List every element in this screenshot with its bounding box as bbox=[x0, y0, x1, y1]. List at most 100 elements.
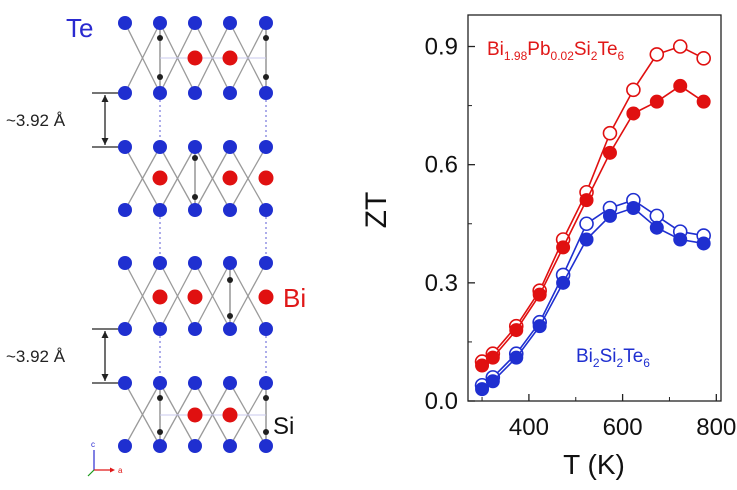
bi-atom bbox=[222, 170, 238, 186]
bi-atom bbox=[187, 289, 203, 305]
te-atom bbox=[153, 256, 167, 270]
data-point bbox=[602, 145, 617, 160]
data-point bbox=[673, 78, 688, 93]
te-atom bbox=[223, 322, 237, 336]
y-tick-label: 0.3 bbox=[425, 270, 458, 297]
bond-line bbox=[124, 22, 161, 94]
te-atom bbox=[223, 376, 237, 390]
bi-atom bbox=[258, 289, 274, 305]
data-point bbox=[626, 201, 641, 215]
si-atom bbox=[157, 35, 163, 41]
data-point bbox=[509, 323, 524, 338]
series-3 bbox=[475, 201, 711, 397]
axis-a-label: a bbox=[118, 466, 123, 475]
te-atom bbox=[153, 322, 167, 336]
spacing-annotation-bottom: ~3.92 Å bbox=[6, 328, 118, 384]
te-atom bbox=[118, 140, 132, 154]
x-axis-label: T (K) bbox=[563, 449, 625, 480]
te-atom bbox=[223, 86, 237, 100]
te-atom bbox=[223, 256, 237, 270]
bi-atom bbox=[222, 50, 238, 66]
data-point bbox=[579, 232, 594, 247]
data-point bbox=[579, 193, 594, 208]
te-atom bbox=[259, 439, 273, 453]
si-atom bbox=[157, 74, 163, 80]
x-tick-label: 800 bbox=[696, 414, 736, 441]
si-atom bbox=[157, 429, 163, 435]
te-atom bbox=[223, 439, 237, 453]
plot-frame bbox=[467, 14, 722, 402]
te-atom bbox=[223, 140, 237, 154]
data-point bbox=[696, 94, 711, 109]
x-axis-ticks: 400 600 800 bbox=[481, 394, 736, 441]
bi-label: Bi bbox=[283, 283, 306, 313]
legend-label-pb-doped: Bi1.98Pb0.02Si2Te6 bbox=[487, 39, 625, 63]
bond-line bbox=[124, 382, 161, 447]
te-atom bbox=[259, 16, 273, 30]
data-point bbox=[649, 208, 665, 224]
te-atom bbox=[153, 16, 167, 30]
te-label: Te bbox=[66, 13, 93, 43]
si-atom bbox=[157, 395, 163, 401]
data-point bbox=[602, 208, 617, 223]
te-atom bbox=[259, 203, 273, 217]
si-atom bbox=[263, 395, 269, 401]
te-atom bbox=[188, 256, 202, 270]
si-atom bbox=[263, 74, 269, 80]
bi-atom bbox=[187, 50, 203, 66]
te-atom bbox=[259, 86, 273, 100]
te-atom bbox=[188, 376, 202, 390]
te-atom bbox=[223, 203, 237, 217]
te-atom bbox=[153, 86, 167, 100]
te-atom bbox=[153, 439, 167, 453]
axis-triad: c a bbox=[87, 440, 123, 477]
axis-c-label: c bbox=[91, 440, 95, 449]
y-axis-label: ZT bbox=[360, 192, 393, 229]
spacing-annotation-top: ~3.92 Å bbox=[6, 92, 118, 148]
te-atom bbox=[153, 140, 167, 154]
y-tick-label: 0.6 bbox=[425, 152, 458, 179]
series-line bbox=[481, 45, 705, 363]
si-atom bbox=[263, 35, 269, 41]
te-atom bbox=[259, 322, 273, 336]
te-atom bbox=[188, 140, 202, 154]
te-atom bbox=[153, 376, 167, 390]
si-atom bbox=[227, 277, 233, 283]
data-point bbox=[556, 240, 571, 255]
te-atom bbox=[259, 376, 273, 390]
te-atom bbox=[118, 203, 132, 217]
te-atom bbox=[118, 376, 132, 390]
data-point bbox=[485, 350, 500, 365]
structure-atoms bbox=[118, 16, 274, 453]
legend-label-pristine: Bi2Si2Te6 bbox=[576, 346, 650, 370]
te-atom bbox=[118, 86, 132, 100]
bond-line bbox=[194, 146, 231, 211]
te-atom bbox=[188, 16, 202, 30]
crystal-structure: Te Bi Si ~3.92 Å ~3.92 Å c a bbox=[6, 13, 306, 477]
si-atom bbox=[192, 194, 198, 200]
data-point bbox=[696, 236, 711, 251]
bond-line bbox=[194, 262, 231, 330]
te-atom bbox=[188, 86, 202, 100]
te-atom bbox=[118, 322, 132, 336]
te-atom bbox=[188, 439, 202, 453]
te-atom bbox=[188, 203, 202, 217]
bond-line bbox=[124, 262, 161, 330]
x-tick-label: 600 bbox=[603, 414, 643, 441]
si-atom bbox=[192, 155, 198, 161]
te-atom bbox=[259, 140, 273, 154]
bi-atom bbox=[187, 407, 203, 423]
data-point bbox=[556, 275, 571, 290]
data-point bbox=[485, 374, 500, 389]
spacing-label-top: ~3.92 Å bbox=[6, 111, 66, 130]
te-atom bbox=[259, 256, 273, 270]
te-atom bbox=[118, 16, 132, 30]
y-tick-label: 0.9 bbox=[425, 34, 458, 61]
data-point bbox=[532, 287, 547, 302]
bi-atom bbox=[152, 170, 168, 186]
interlayer-dashed-lines bbox=[159, 100, 267, 376]
data-point bbox=[626, 82, 641, 98]
data-point bbox=[649, 47, 665, 62]
